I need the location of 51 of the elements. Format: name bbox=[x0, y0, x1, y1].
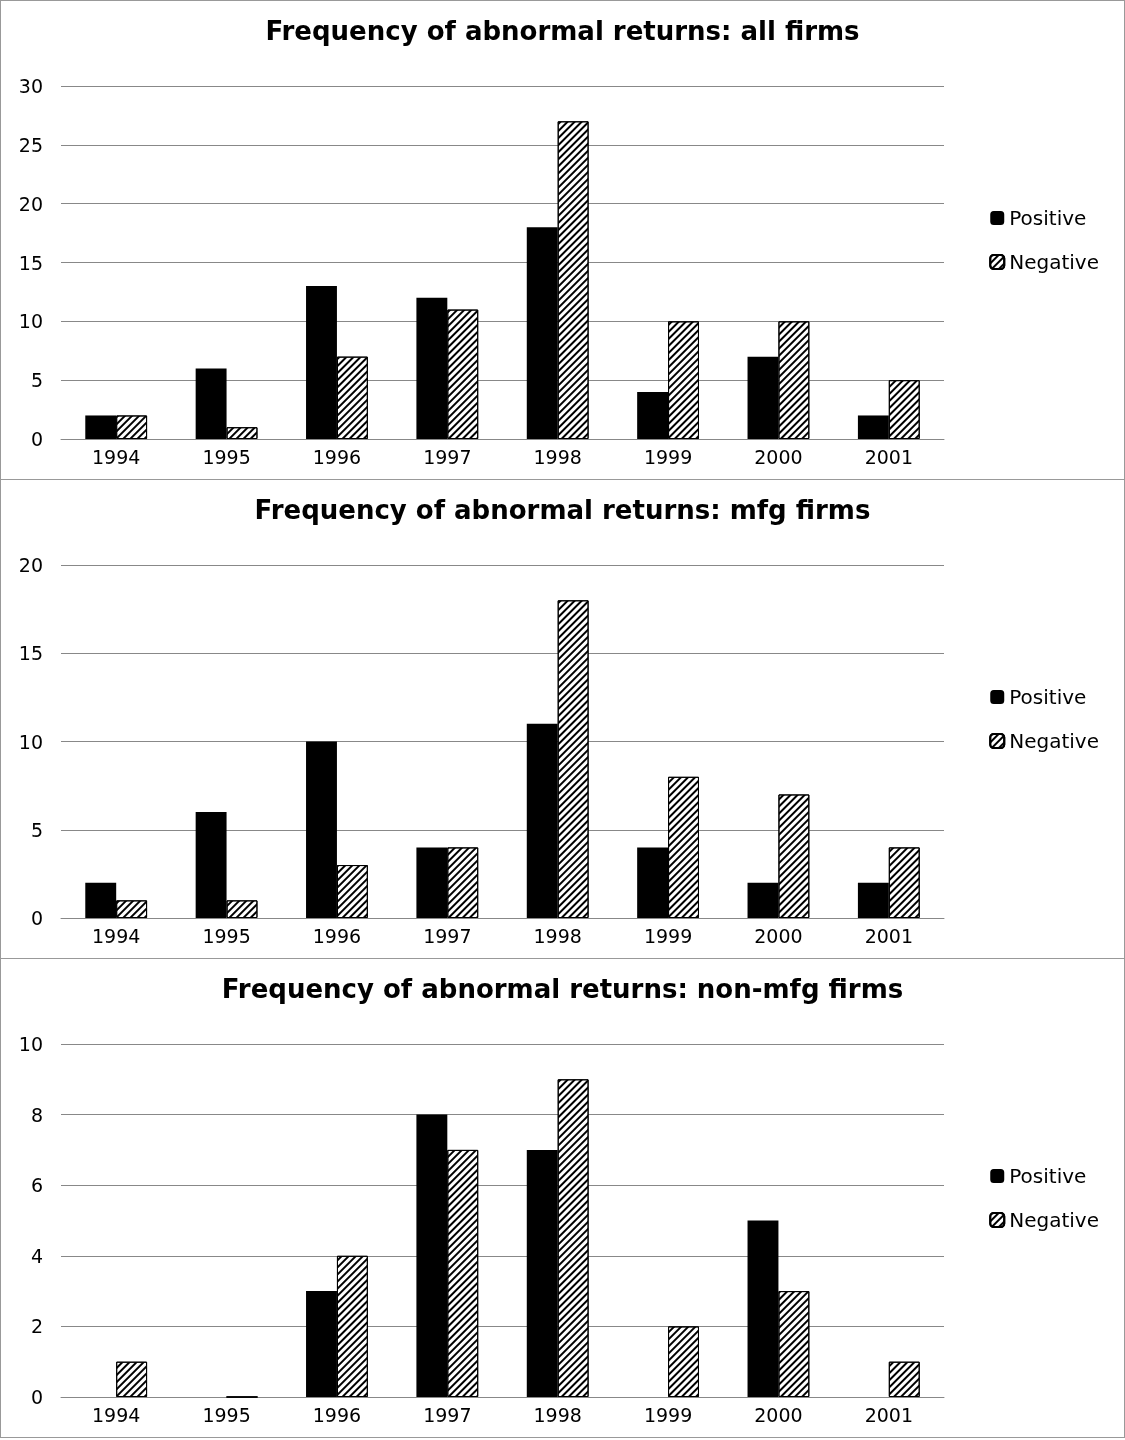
y-tick-label: 30 bbox=[18, 75, 43, 97]
y-tick-label: 15 bbox=[18, 642, 43, 665]
x-tick-label: 1997 bbox=[423, 924, 472, 947]
chart-title: Frequency of abnormal returns: non-mfg firms bbox=[221, 974, 904, 1004]
y-tick-label: 10 bbox=[18, 310, 43, 333]
x-tick-label: 2000 bbox=[754, 445, 803, 468]
legend-label: Negative bbox=[1009, 250, 1100, 274]
x-tick-label: 1996 bbox=[312, 924, 362, 947]
y-tick-label: 15 bbox=[18, 251, 43, 274]
x-tick-label: 1998 bbox=[533, 1403, 582, 1426]
y-tick-label: 5 bbox=[30, 818, 43, 841]
x-tick-label: 1999 bbox=[643, 445, 693, 468]
y-tick-label: 10 bbox=[18, 1033, 43, 1055]
y-tick-label: 25 bbox=[18, 133, 43, 156]
legend-label: Negative bbox=[1009, 1208, 1100, 1232]
x-tick-label: 2000 bbox=[754, 1403, 803, 1426]
x-tick-label: 1998 bbox=[533, 924, 582, 947]
x-tick-label: 1996 bbox=[312, 445, 362, 468]
x-tick-label: 1999 bbox=[643, 924, 693, 947]
y-tick-label: 10 bbox=[18, 730, 43, 753]
y-tick-label: 2 bbox=[30, 1315, 43, 1338]
x-tick-label: 1996 bbox=[312, 1403, 362, 1426]
x-tick-label: 1995 bbox=[202, 445, 251, 468]
x-tick-label: 1997 bbox=[423, 1403, 472, 1426]
x-tick-label: 1998 bbox=[533, 445, 582, 468]
x-tick-label: 2001 bbox=[864, 445, 913, 468]
x-tick-label: 2000 bbox=[754, 924, 803, 947]
y-tick-label: 20 bbox=[18, 554, 43, 576]
y-tick-label: 4 bbox=[30, 1244, 43, 1267]
y-tick-label: 0 bbox=[30, 428, 43, 450]
chart-title: Frequency of abnormal returns: all firms bbox=[265, 16, 860, 46]
x-tick-label: 1997 bbox=[423, 445, 472, 468]
y-tick-label: 5 bbox=[30, 369, 43, 392]
x-tick-label: 2001 bbox=[864, 1403, 913, 1426]
legend-label: Negative bbox=[1009, 729, 1100, 753]
y-tick-label: 6 bbox=[30, 1174, 43, 1197]
y-tick-label: 0 bbox=[30, 1386, 43, 1408]
x-tick-label: 1995 bbox=[202, 1403, 251, 1426]
x-tick-label: 1994 bbox=[92, 924, 141, 947]
x-tick-label: 1994 bbox=[92, 1403, 141, 1426]
x-tick-label: 1994 bbox=[92, 445, 141, 468]
x-tick-label: 2001 bbox=[864, 924, 913, 947]
legend-label: Positive bbox=[1009, 206, 1087, 230]
chart-title: Frequency of abnormal returns: mfg firms bbox=[254, 495, 871, 525]
y-tick-label: 20 bbox=[18, 192, 43, 215]
y-tick-label: 8 bbox=[30, 1103, 43, 1126]
legend-label: Positive bbox=[1009, 685, 1087, 709]
legend-label: Positive bbox=[1009, 1164, 1087, 1188]
x-tick-label: 1995 bbox=[202, 924, 251, 947]
y-tick-label: 0 bbox=[30, 907, 43, 929]
x-tick-label: 1999 bbox=[643, 1403, 693, 1426]
